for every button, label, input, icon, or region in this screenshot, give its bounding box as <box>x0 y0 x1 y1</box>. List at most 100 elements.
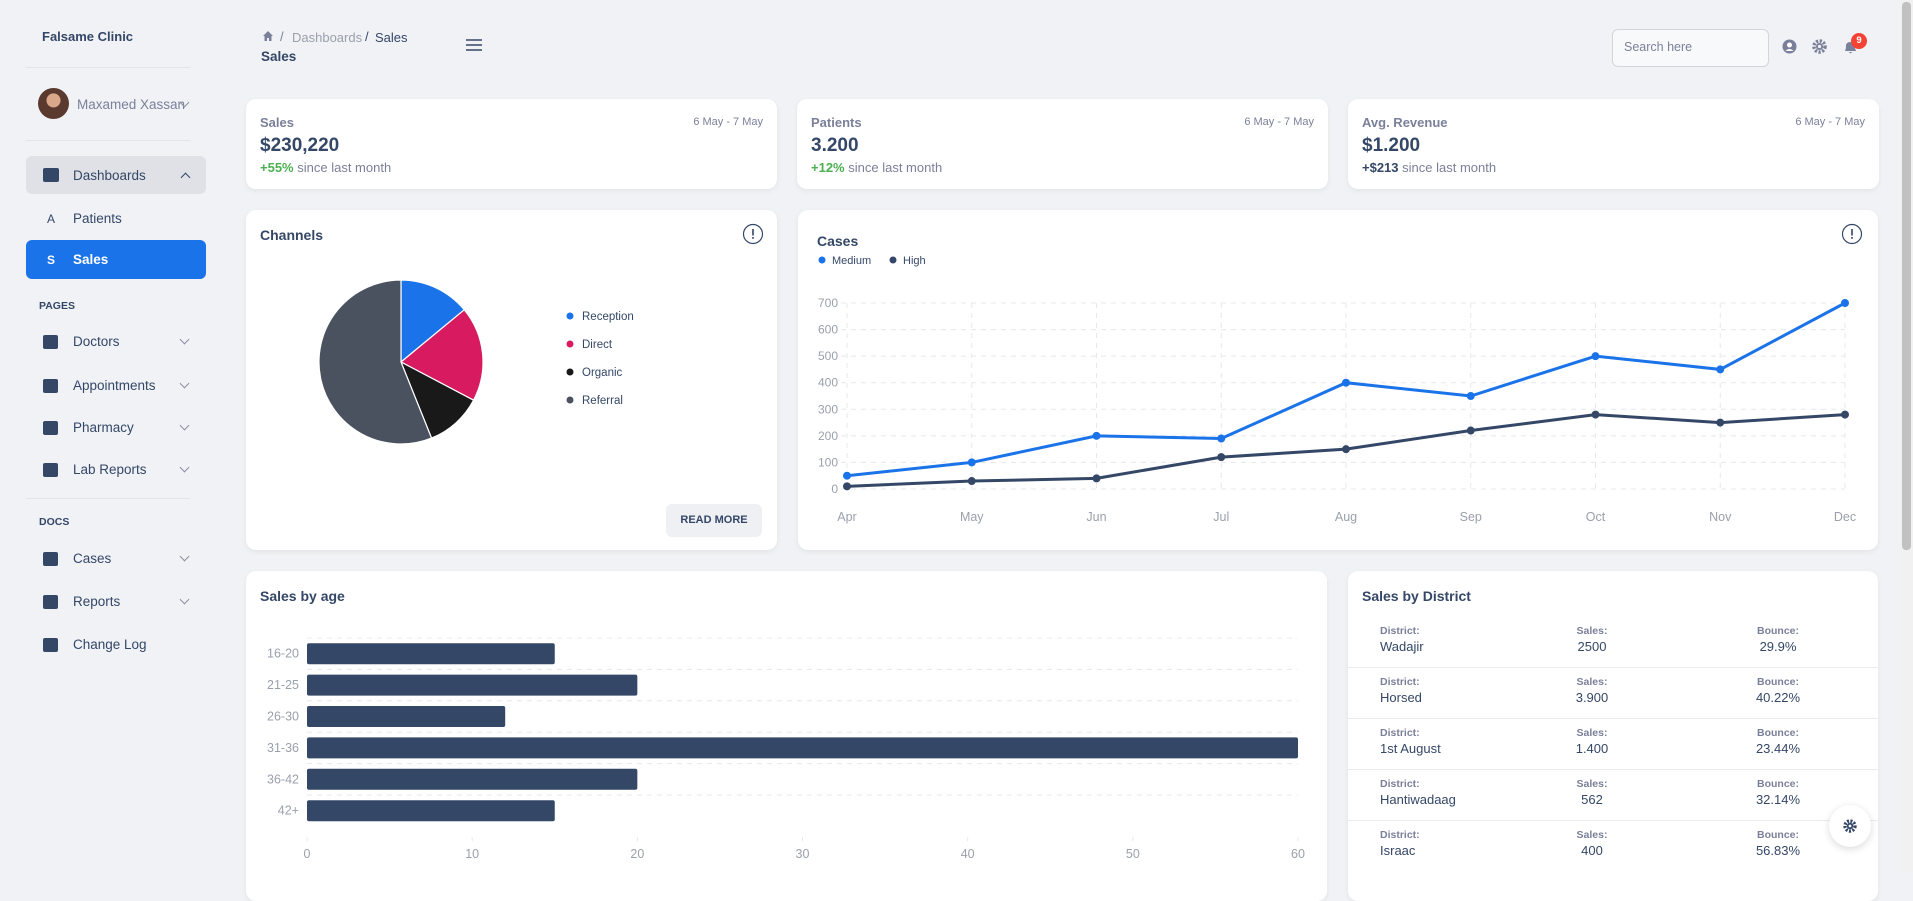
stat-value: $1.200 <box>1362 135 1421 156</box>
column-header: Bounce: <box>1757 829 1799 841</box>
column-header: District: <box>1380 778 1420 790</box>
y-tick-label: 200 <box>818 429 838 443</box>
stat-value: $230,220 <box>260 135 340 156</box>
cell: 562 <box>1581 792 1603 807</box>
stat-change: +12% <box>811 160 845 175</box>
info-icon[interactable] <box>742 223 764 245</box>
nav-sales[interactable]: Sales <box>73 252 109 267</box>
cases-card: Cases Medium High 0 100 200 300 400 500 600 700 Apr… <box>798 210 1878 550</box>
pie-slice <box>399 308 484 401</box>
nav-icon <box>43 463 58 477</box>
pie-slice <box>400 279 466 364</box>
x-tick-label: Dec <box>1834 510 1856 524</box>
point <box>967 458 976 467</box>
stat-note: since last month <box>1402 160 1497 175</box>
x-tick-label: Sep <box>1460 510 1482 524</box>
y-tick-label: 0 <box>831 482 838 496</box>
x-tick-label: 0 <box>304 847 311 861</box>
stat-change-line: +12% since last month <box>811 160 942 175</box>
nav-item[interactable]: Lab Reports <box>73 462 147 477</box>
info-icon[interactable] <box>1841 223 1863 245</box>
avatar <box>38 88 69 119</box>
chart-title: Sales by age <box>260 588 345 604</box>
read-more-button[interactable]: READ MORE <box>666 504 762 537</box>
column-header: District: <box>1380 727 1420 739</box>
stat-title: Sales <box>260 115 294 130</box>
search-box[interactable] <box>1612 29 1769 67</box>
nav-letter: A <box>47 212 56 226</box>
row-divider <box>1348 667 1878 668</box>
chart-title: Cases <box>817 233 859 249</box>
row-divider <box>1348 718 1878 719</box>
table-title: Sales by District <box>1362 588 1471 604</box>
cell: 29.9% <box>1759 639 1797 654</box>
legend-label: Medium <box>832 255 871 267</box>
cell: 1st August <box>1380 741 1441 756</box>
column-header: District: <box>1380 829 1420 841</box>
cell: 23.44% <box>1755 741 1801 756</box>
active-item <box>26 240 206 279</box>
stat-card: Avg. Revenue 6 May - 7 May $1.200 +$213 sin… <box>1348 99 1879 189</box>
fab-icon <box>1843 819 1857 833</box>
point <box>1466 426 1475 435</box>
search-placeholder: Search here <box>1624 40 1693 54</box>
nav-item[interactable]: Reports <box>73 594 121 609</box>
user-name[interactable]: Maxamed Xassan <box>77 97 186 112</box>
info-bar <box>1851 229 1853 236</box>
nav-item[interactable]: Pharmacy <box>73 420 134 435</box>
legend-dot <box>889 256 897 264</box>
x-tick-label: Nov <box>1709 510 1732 524</box>
legend-dot <box>566 340 574 348</box>
notification-badge: 9 <box>1851 33 1867 49</box>
point <box>1841 299 1849 307</box>
legend-label: Direct <box>582 339 613 351</box>
cell: Hantiwadaag <box>1380 792 1456 807</box>
x-tick-label: Aug <box>1335 510 1357 524</box>
y-tick-label: 42+ <box>278 804 299 818</box>
point <box>1092 474 1101 483</box>
column-header: Bounce: <box>1757 625 1799 637</box>
stat-title: Patients <box>811 115 862 130</box>
cell: Wadajir <box>1380 639 1424 654</box>
point <box>1217 434 1226 443</box>
y-tick-label: 36-42 <box>267 772 299 786</box>
account-icon[interactable] <box>1782 39 1797 54</box>
stat-change-line: +55% since last month <box>260 160 391 175</box>
chevron <box>179 462 190 473</box>
nav-icon <box>43 595 58 609</box>
x-tick-label: 50 <box>1126 847 1140 861</box>
chart: Medium High 0 100 200 300 400 500 600 700 Apr May Ju… <box>818 255 1856 524</box>
nav-item[interactable]: Change Log <box>73 637 147 652</box>
y-tick-label: 700 <box>818 296 838 310</box>
point <box>1092 431 1101 440</box>
nav-patients[interactable]: Patients <box>73 211 122 226</box>
menu-toggle[interactable] <box>466 39 482 51</box>
nav-item[interactable]: Cases <box>73 551 112 566</box>
breadcrumb-item[interactable]: Dashboards <box>292 30 363 45</box>
age-card: Sales by age 16-20 21-25 26-30 31-36 36-42 42+… <box>246 571 1327 901</box>
point <box>1841 410 1849 419</box>
nav-dashboards[interactable]: Dashboards <box>73 168 146 183</box>
chevron <box>179 420 190 431</box>
bar <box>307 768 638 790</box>
point <box>1217 453 1226 462</box>
brand: Falsame Clinic <box>42 29 134 44</box>
settings-icon[interactable] <box>1812 39 1827 54</box>
nav-item[interactable]: Doctors <box>73 334 120 349</box>
stat-date: 6 May - 7 May <box>1244 116 1314 128</box>
x-tick-label: Jul <box>1213 510 1229 524</box>
column-header: Sales: <box>1576 829 1608 841</box>
column-header: District: <box>1380 676 1420 688</box>
divider <box>26 140 190 141</box>
x-tick-label: Apr <box>837 510 856 524</box>
column-header: District: <box>1380 625 1420 637</box>
x-tick-label: Jun <box>1086 510 1106 524</box>
nav-item[interactable]: Appointments <box>73 378 156 393</box>
x-tick-label: 10 <box>465 847 479 861</box>
chevron <box>179 551 190 562</box>
x-tick-label: 30 <box>796 847 810 861</box>
nav-icon <box>43 335 58 349</box>
home-icon[interactable] <box>262 30 274 42</box>
info-bar <box>752 229 754 236</box>
cell: Israac <box>1380 843 1416 858</box>
